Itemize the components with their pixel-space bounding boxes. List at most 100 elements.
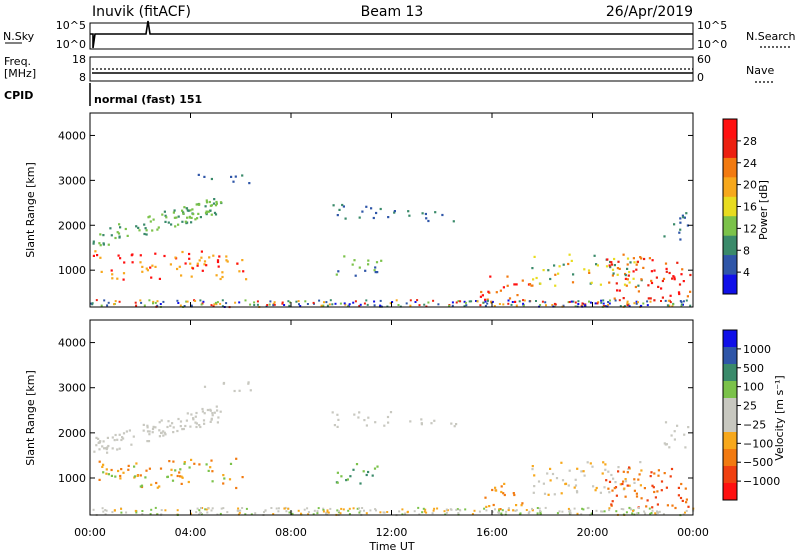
- heatmap-cell: [110, 234, 113, 237]
- heatmap-cell: [196, 217, 199, 220]
- heatmap-cell: [484, 304, 487, 307]
- heatmap-cell: [177, 302, 180, 304]
- colorbar-tick-label: 16: [743, 201, 757, 214]
- heatmap-cell: [432, 299, 435, 302]
- heatmap-cell: [104, 513, 107, 516]
- heatmap-cell: [215, 405, 218, 408]
- heatmap-cell: [518, 513, 521, 516]
- heatmap-cell: [211, 480, 214, 483]
- heatmap-cell: [100, 270, 103, 273]
- heatmap-cell: [200, 303, 203, 306]
- heatmap-cell: [162, 300, 165, 303]
- heatmap-cell: [351, 263, 354, 266]
- heatmap-cell: [204, 508, 207, 511]
- heatmap-cell: [660, 287, 663, 290]
- heatmap-cell: [322, 304, 325, 307]
- heatmap-cell: [564, 482, 568, 485]
- heatmap-cell: [500, 512, 503, 515]
- heatmap-cell: [573, 507, 576, 510]
- heatmap-cell: [211, 507, 214, 510]
- heatmap-cell: [593, 254, 596, 257]
- heatmap-cell: [516, 294, 519, 297]
- heatmap-cell: [468, 300, 471, 303]
- heatmap-cell: [101, 507, 104, 510]
- heatmap-cell: [154, 265, 157, 268]
- heatmap-cell: [213, 198, 216, 201]
- heatmap-cell: [209, 420, 212, 423]
- nave-tick-top: 60: [697, 53, 711, 66]
- heatmap-cell: [210, 417, 213, 420]
- nsky-tick-top: 10^5: [56, 19, 86, 32]
- heatmap-cell: [450, 422, 453, 425]
- heatmap-cell: [568, 301, 571, 303]
- heatmap-cell: [184, 220, 187, 223]
- heatmap-cell: [216, 421, 219, 424]
- heatmap-cell: [206, 408, 209, 412]
- nsky-trace: [90, 20, 693, 49]
- heatmap-cell: [443, 510, 446, 513]
- heatmap-cell: [349, 475, 352, 478]
- colorbar-tick-label: 25: [743, 400, 757, 413]
- heatmap-cell: [525, 509, 528, 511]
- heatmap-cell: [306, 303, 309, 305]
- heatmap-cell: [607, 303, 610, 306]
- heatmap-cell: [241, 259, 244, 262]
- nave-tick-bottom: 0: [697, 71, 704, 84]
- heatmap-cell: [382, 511, 385, 514]
- heatmap-cell: [637, 478, 640, 481]
- heatmap-cell: [615, 282, 618, 285]
- heatmap-cell: [299, 305, 302, 307]
- heatmap-cell: [677, 486, 680, 489]
- heatmap-cell: [209, 466, 212, 469]
- heatmap-cell: [507, 302, 510, 305]
- heatmap-cell: [230, 175, 233, 178]
- x-tick-label: 08:00: [275, 526, 307, 539]
- heatmap-cell: [680, 303, 683, 306]
- heatmap-cell: [645, 505, 648, 508]
- heatmap-cell: [170, 474, 173, 477]
- heatmap-cell: [425, 217, 428, 220]
- heatmap-cell: [239, 509, 242, 512]
- heatmap-cell: [225, 259, 228, 262]
- heatmap-cell: [326, 304, 329, 307]
- heatmap-cell: [685, 509, 688, 512]
- heatmap-cell: [176, 474, 179, 478]
- heatmap-cell: [422, 507, 425, 510]
- heatmap-cell: [420, 422, 423, 425]
- heatmap-cell: [116, 277, 119, 280]
- heatmap-cell: [178, 265, 181, 268]
- heatmap-cell: [148, 215, 151, 218]
- heatmap-cell: [336, 481, 339, 484]
- heatmap-cell: [358, 266, 361, 269]
- heatmap-cell: [637, 290, 640, 293]
- heatmap-cell: [307, 513, 310, 516]
- heatmap-cell: [204, 211, 208, 215]
- heatmap-cell: [207, 507, 210, 510]
- heatmap-cell: [608, 507, 611, 510]
- cpid-value: normal (fast) 151: [94, 93, 202, 106]
- heatmap-cell: [178, 471, 181, 474]
- heatmap-cell: [682, 513, 685, 516]
- heatmap-cell: [615, 510, 618, 513]
- heatmap-cell: [502, 492, 505, 495]
- heatmap-cell: [277, 510, 280, 513]
- y-tick-label: 4000: [58, 337, 86, 350]
- heatmap-cell: [503, 493, 506, 497]
- heatmap-cell: [173, 209, 176, 212]
- heatmap-cell: [626, 278, 629, 281]
- heatmap-cell: [174, 225, 177, 228]
- heatmap-cell: [681, 214, 684, 217]
- heatmap-cell: [147, 440, 151, 443]
- heatmap-cell: [539, 282, 542, 285]
- heatmap-cell: [482, 301, 485, 304]
- heatmap-cell: [379, 299, 382, 302]
- heatmap-cell: [212, 254, 215, 257]
- heatmap-cell: [589, 462, 592, 465]
- colorbar-tick-label: 100: [743, 381, 764, 394]
- heatmap-cell: [679, 228, 682, 231]
- heatmap-cell: [358, 216, 361, 219]
- heatmap-cell: [572, 300, 575, 303]
- heatmap-cell: [181, 209, 184, 212]
- heatmap-cell: [595, 263, 598, 266]
